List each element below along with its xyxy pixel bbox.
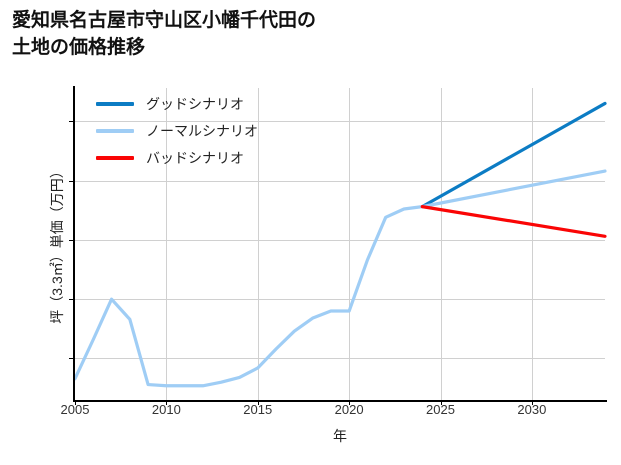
gridline-horizontal xyxy=(75,239,605,241)
legend-label: ノーマルシナリオ xyxy=(146,123,258,139)
gridline-horizontal xyxy=(75,180,605,182)
y-tick-mark xyxy=(69,239,75,241)
series-line xyxy=(420,101,607,209)
y-tick-mark xyxy=(69,299,75,301)
legend-item[interactable]: グッドシナリオ xyxy=(96,96,258,112)
x-tick-mark xyxy=(75,400,76,405)
series-lines xyxy=(73,101,607,388)
x-axis-line xyxy=(73,400,607,402)
gridline-horizontal xyxy=(75,121,605,123)
legend-label: グッドシナリオ xyxy=(146,96,244,112)
x-tick-label: 2025 xyxy=(426,402,455,417)
series-line xyxy=(73,169,607,388)
y-axis-title: 坪（3.3㎡）単価（万円） xyxy=(49,164,65,324)
legend-color-swatch xyxy=(96,129,134,133)
legend-item[interactable]: ノーマルシナリオ xyxy=(96,123,258,139)
page-title: 愛知県名古屋市守山区小幡千代田の 土地の価格推移 xyxy=(12,10,317,58)
legend-color-swatch xyxy=(96,102,134,106)
x-tick-mark xyxy=(257,400,259,405)
legend: グッドシナリオ ノーマルシナリオ バッドシナリオ xyxy=(96,96,258,166)
x-tick-mark xyxy=(349,400,351,405)
gridline-vertical xyxy=(349,88,351,400)
legend-color-swatch xyxy=(96,156,134,160)
plot-background xyxy=(75,88,605,400)
y-tick-mark xyxy=(69,121,75,123)
gridline-horizontal xyxy=(75,299,605,301)
y-tick-mark xyxy=(69,180,75,182)
x-tick-label: 2030 xyxy=(517,402,547,417)
x-tick-label: 2010 xyxy=(151,402,181,417)
gridline-vertical xyxy=(257,88,259,400)
gridline-vertical xyxy=(166,88,168,400)
x-axis-title: 年 xyxy=(333,428,347,444)
x-tick-mark xyxy=(440,400,442,405)
x-tick-mark xyxy=(531,400,533,405)
x-tick-label: 2020 xyxy=(334,402,364,417)
x-tick-label: 2005 xyxy=(60,402,90,417)
gridline-vertical xyxy=(531,88,533,400)
series-line xyxy=(420,205,607,238)
y-tick-mark xyxy=(69,358,75,360)
gridline-horizontal xyxy=(75,358,605,360)
x-tick-label: 2015 xyxy=(243,402,273,417)
legend-label: バッドシナリオ xyxy=(146,150,244,166)
gridline-vertical xyxy=(440,88,442,400)
y-axis-line xyxy=(73,86,75,400)
x-tick-mark xyxy=(166,400,168,405)
legend-item[interactable]: バッドシナリオ xyxy=(96,150,258,166)
